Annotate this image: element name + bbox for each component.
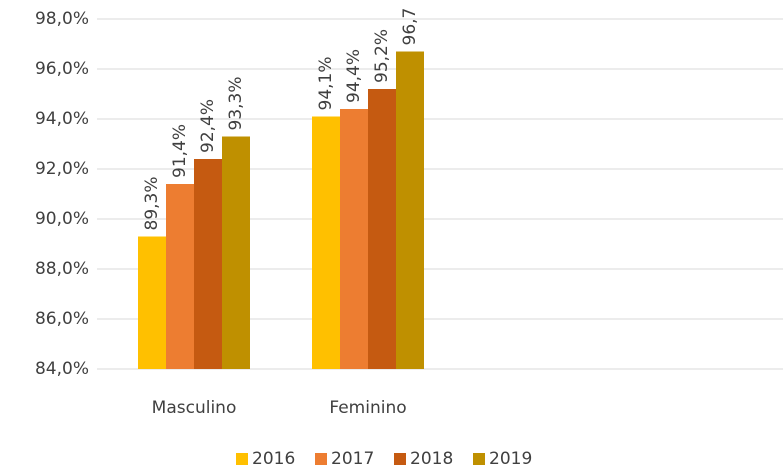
- bar: [138, 236, 166, 369]
- bar: [222, 136, 250, 369]
- data-label: 94,4%: [344, 49, 364, 103]
- y-tick-label: 96,0%: [35, 59, 89, 79]
- bar: [396, 51, 424, 369]
- legend-label: 2016: [252, 449, 295, 468]
- legend-swatch: [394, 453, 406, 465]
- data-label: 93,3%: [226, 76, 246, 130]
- legend-label: 2017: [331, 449, 374, 468]
- data-label: 92,4%: [198, 99, 218, 153]
- bar: [194, 159, 222, 369]
- bar: [368, 89, 396, 369]
- bar: [166, 184, 194, 369]
- y-tick-label: 88,0%: [35, 259, 89, 279]
- legend-swatch: [315, 453, 327, 465]
- legend-label: 2019: [489, 449, 532, 468]
- bar: [312, 116, 340, 369]
- data-label: 91,4%: [170, 124, 190, 178]
- y-tick-label: 92,0%: [35, 159, 89, 179]
- data-label: 89,3%: [142, 176, 162, 230]
- y-tick-label: 84,0%: [35, 359, 89, 379]
- legend-label: 2018: [410, 449, 453, 468]
- bar: [340, 109, 368, 369]
- y-tick-label: 86,0%: [35, 309, 89, 329]
- y-tick-label: 98,0%: [35, 9, 89, 29]
- data-label: 94,1%: [316, 56, 336, 110]
- y-tick-label: 94,0%: [35, 109, 89, 129]
- x-tick-label: Feminino: [329, 398, 406, 418]
- data-label: 96,7: [400, 8, 420, 46]
- y-tick-label: 90,0%: [35, 209, 89, 229]
- legend-swatch: [236, 453, 248, 465]
- legend-swatch: [473, 453, 485, 465]
- data-label: 95,2%: [372, 29, 392, 83]
- x-tick-label: Masculino: [152, 398, 237, 418]
